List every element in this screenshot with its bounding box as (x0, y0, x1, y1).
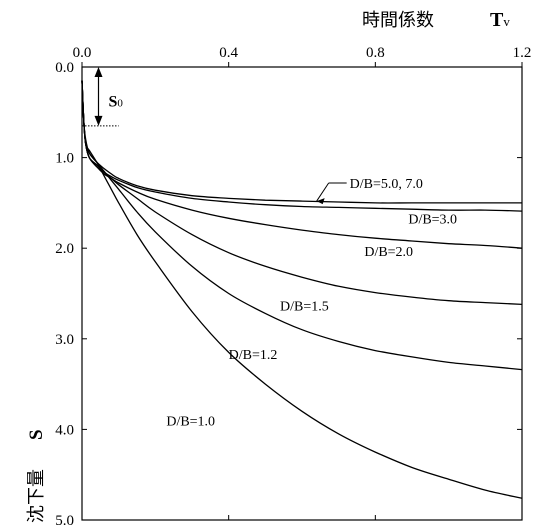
y-tick-label: 0.0 (55, 60, 74, 76)
series-label-0: D/B=5.0, 7.0 (350, 177, 423, 192)
s0-arrow-head-top (94, 67, 103, 77)
x-axis: 0.0 0.4 0.8 1.2 (73, 45, 532, 520)
series-label-1: D/B=3.0 (408, 212, 457, 227)
y-axis-title: 沈下量 (26, 469, 47, 523)
y-tick-label: 3.0 (55, 332, 74, 348)
series-line-5 (81, 80, 523, 499)
y-tick-label: 2.0 (55, 241, 74, 257)
series-label-3: D/B=1.5 (280, 299, 329, 314)
s0-arrow-head-bottom (94, 115, 103, 126)
y-tick-label: 1.0 (55, 151, 74, 167)
y-tick-label: 5.0 (55, 513, 74, 526)
series-label-leader-arrow (316, 198, 325, 205)
s0-subscript: 0 (117, 98, 123, 110)
x-tick-label: 0.0 (73, 45, 92, 61)
x-tick-label: 0.4 (219, 45, 238, 61)
series-label-leader (316, 182, 330, 202)
s0-annotation: S0 (82, 67, 124, 127)
series-label-4: D/B=1.2 (229, 348, 278, 363)
series-line-4 (81, 80, 523, 371)
x-axis-symbol: Tv (490, 9, 510, 31)
series-label-5: D/B=1.0 (166, 414, 215, 429)
plot-border (81, 66, 523, 521)
s0-label: S0 (109, 94, 124, 111)
series-line-0 (81, 80, 522, 204)
x-axis-title: 時間係数 (362, 10, 434, 31)
x-axis-symbol-subscript: v (503, 14, 510, 29)
x-tick-label: 0.8 (366, 45, 385, 61)
y-axis-symbol: S (26, 429, 47, 440)
series-label-2: D/B=2.0 (364, 245, 413, 260)
axis-titles: 時間係数 Tv 沈下量 S (26, 9, 510, 523)
series-lines (81, 80, 523, 499)
series-labels: D/B=5.0, 7.0 D/B=3.0 D/B=2.0 D/B=1.5 D/B=1.2… (166, 177, 457, 429)
plot-frame (81, 66, 523, 521)
series-line-3 (81, 80, 523, 306)
x-tick-label: 1.2 (513, 45, 532, 61)
y-tick-label: 4.0 (55, 422, 74, 438)
series-line-1 (81, 80, 523, 212)
y-axis: 0.0 1.0 2.0 3.0 4.0 5.0 (55, 60, 522, 526)
